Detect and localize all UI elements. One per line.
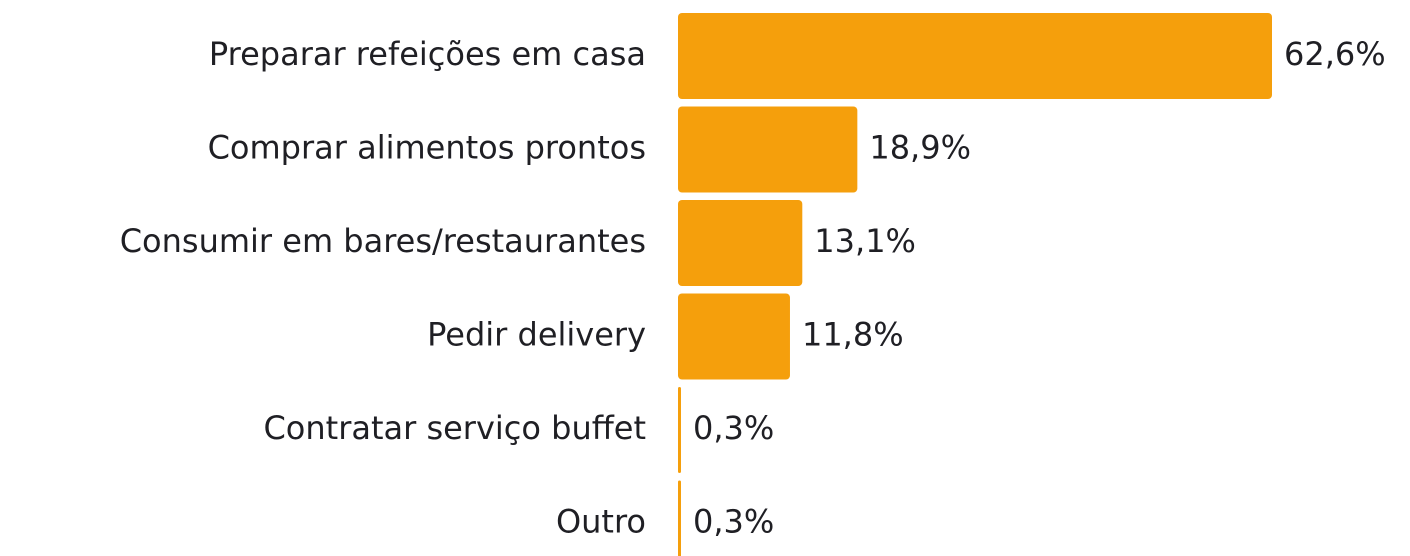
bar xyxy=(678,387,681,473)
value-label: 11,8% xyxy=(802,316,904,354)
value-label: 0,3% xyxy=(693,503,774,541)
value-label: 18,9% xyxy=(869,129,971,167)
value-label: 62,6% xyxy=(1284,35,1386,73)
category-label: Contratar serviço buffet xyxy=(263,409,646,447)
category-label: Pedir delivery xyxy=(427,316,646,354)
category-label: Preparar refeições em casa xyxy=(209,35,646,73)
category-label: Comprar alimentos prontos xyxy=(208,129,646,167)
bar xyxy=(678,13,1272,99)
category-label: Outro xyxy=(556,503,646,541)
bar xyxy=(678,480,681,556)
category-label: Consumir em bares/restaurantes xyxy=(120,222,646,260)
bar xyxy=(678,200,803,286)
value-label: 0,3% xyxy=(693,409,774,447)
bar xyxy=(678,106,858,193)
value-label: 13,1% xyxy=(814,222,916,260)
bar xyxy=(678,293,790,380)
